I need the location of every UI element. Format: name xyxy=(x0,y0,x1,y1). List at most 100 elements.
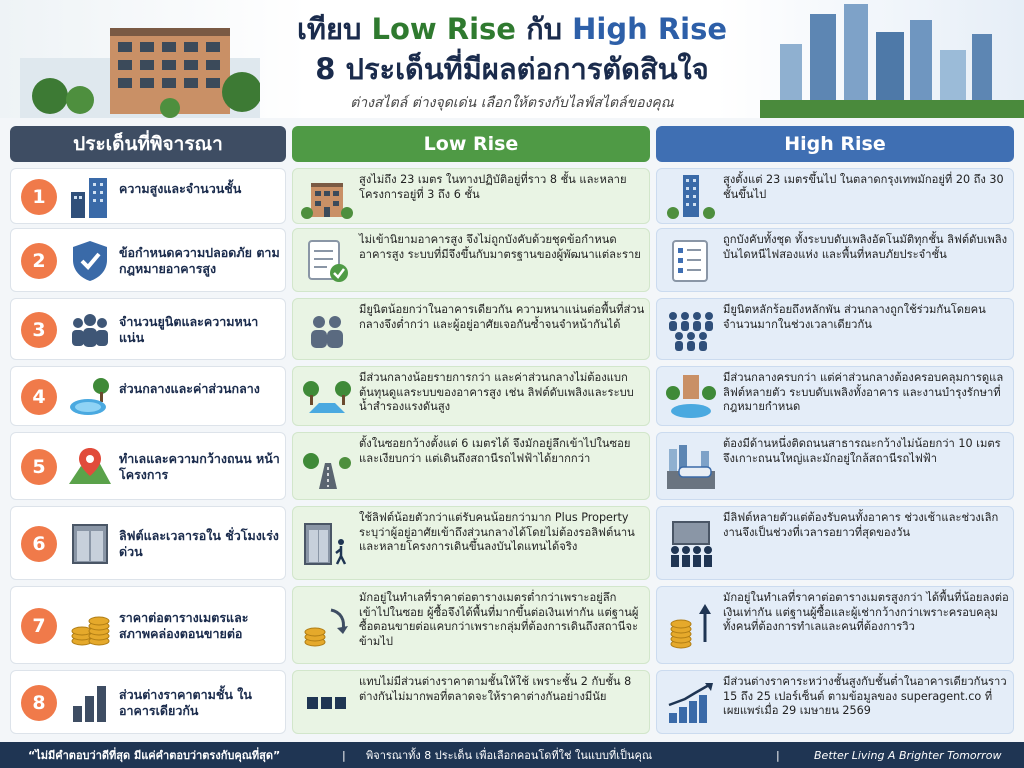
topic-number-badge: 6 xyxy=(21,526,57,562)
footer-separator: | xyxy=(776,748,780,762)
lowrise-text: มียูนิตน้อยกว่าในอาคารเดียวกัน ความหนาแน… xyxy=(359,303,645,331)
highrise-illustration-icon xyxy=(665,373,717,421)
table-row: 5 ทำเลและความกว้างถนน หน้าโครงการ ตั้งในซอ… xyxy=(10,432,1014,500)
pool-icon xyxy=(67,374,113,420)
highrise-cell: ถูกบังคับทั้งชุด ทั้งระบบดับเพลิงอัตโนมั… xyxy=(656,228,1014,292)
column-header-highrise: High Rise xyxy=(656,126,1014,162)
footer-brand: Better Living A Brighter Tomorrow xyxy=(814,748,1002,762)
topic-label: ส่วนกลางและค่าส่วนกลาง xyxy=(119,381,260,396)
table-row: 8 ส่วนต่างราคาตามชั้น ในอาคารเดียวกัน แทบไ… xyxy=(10,670,1014,734)
lowrise-cell: มีส่วนกลางน้อยรายการกว่า และค่าส่วนกลางไ… xyxy=(292,366,650,426)
lowrise-illustration-icon xyxy=(301,602,353,650)
topic-label: ราคาต่อตารางเมตรและ สภาพคล่องตอนขายต่อ xyxy=(119,610,249,641)
topic-number-badge: 2 xyxy=(21,243,57,279)
page-title: เทียบ Low Rise กับ High Rise xyxy=(296,12,728,46)
highrise-cell: มีส่วนต่างราคาระหว่างชั้นสูงกับชั้นต่ำใน… xyxy=(656,670,1014,734)
table-row: 2 ข้อกำหนดความปลอดภัย ตามกฎหมายอาคารสูง ไม… xyxy=(10,228,1014,292)
lowrise-text: ใช้ลิฟต์น้อยตัวกว่าแต่รับคนน้อยกว่ามาก P… xyxy=(359,511,635,553)
column-header-lowrise: Low Rise xyxy=(292,126,650,162)
table-row: 1 ความสูงและจำนวนชั้น สูงไม่ถึง 23 เมตร ใน… xyxy=(10,168,1014,224)
lowrise-illustration-icon xyxy=(301,173,353,221)
topic-label: ความสูงและจำนวนชั้น xyxy=(119,181,242,196)
topic-number-badge: 1 xyxy=(21,179,57,215)
highrise-cell: มียูนิตหลักร้อยถึงหลักพัน ส่วนกลางถูกใช้… xyxy=(656,298,1014,360)
people-icon xyxy=(67,307,113,353)
topic-label: ลิฟต์และเวลารอใน ชั่วโมงเร่งด่วน xyxy=(119,528,279,559)
lowrise-illustration-icon xyxy=(301,237,353,285)
buildings-icon xyxy=(67,174,113,220)
highrise-illustration-icon xyxy=(665,173,717,221)
footer-bar: “ไม่มีคำตอบว่าดีที่สุด มีแค่คำตอบว่าตรงก… xyxy=(0,742,1024,768)
topic-number-badge: 5 xyxy=(21,449,57,485)
lowrise-cell: ใช้ลิฟต์น้อยตัวกว่าแต่รับคนน้อยกว่ามาก P… xyxy=(292,506,650,580)
highrise-text: มียูนิตหลักร้อยถึงหลักพัน ส่วนกลางถูกใช้… xyxy=(723,303,986,331)
highrise-illustration-icon xyxy=(665,679,717,727)
lowrise-text: มักอยู่ในทำเลที่ราคาต่อตารางเมตรต่ำกว่าเ… xyxy=(359,591,639,648)
lowrise-text: ไม่เข้านิยามอาคารสูง จึงไม่ถูกบังคับด้วย… xyxy=(359,233,641,261)
lowrise-building-illustration xyxy=(20,28,260,118)
lowrise-illustration-icon xyxy=(301,443,353,491)
coins-icon xyxy=(67,603,113,649)
topic-cell: 7 ราคาต่อตารางเมตรและ สภาพคล่องตอนขายต่อ xyxy=(10,586,286,664)
page-tagline: ต่างสไตล์ ต่างจุดเด่น เลือกให้ตรงกับไลฟ์… xyxy=(350,95,674,111)
lowrise-text: สูงไม่ถึง 23 เมตร ในทางปฏิบัติอยู่ที่ราว… xyxy=(359,173,627,201)
highrise-illustration-icon xyxy=(665,443,717,491)
highrise-cell: ต้องมีด้านหนึ่งติดถนนสาธารณะกว้างไม่น้อย… xyxy=(656,432,1014,500)
map-pin-icon xyxy=(67,444,113,490)
highrise-text: มีส่วนต่างราคาระหว่างชั้นสูงกับชั้นต่ำใน… xyxy=(723,675,1007,717)
topic-number-badge: 3 xyxy=(21,312,57,348)
highrise-cell: มักอยู่ในทำเลที่ราคาต่อตารางเมตรสูงกว่า … xyxy=(656,586,1014,664)
topic-cell: 5 ทำเลและความกว้างถนน หน้าโครงการ xyxy=(10,432,286,500)
highrise-cell: มีส่วนกลางครบกว่า แต่ค่าส่วนกลางต้องครอบ… xyxy=(656,366,1014,426)
highrise-text: ถูกบังคับทั้งชุด ทั้งระบบดับเพลิงอัตโนมั… xyxy=(723,233,1008,261)
topic-label: จำนวนยูนิตและความหนาแน่น xyxy=(119,314,259,345)
page-subtitle: 8 ประเด็นที่มีผลต่อการตัดสินใจ xyxy=(315,52,709,86)
lowrise-illustration-icon xyxy=(301,373,353,421)
topic-cell: 8 ส่วนต่างราคาตามชั้น ในอาคารเดียวกัน xyxy=(10,670,286,734)
highrise-text: มักอยู่ในทำเลที่ราคาต่อตารางเมตรสูงกว่า … xyxy=(723,591,1009,633)
shield-check-icon xyxy=(67,238,113,284)
column-header-topic: ประเด็นที่พิจารณา xyxy=(10,126,286,162)
table-row: 3 จำนวนยูนิตและความหนาแน่น มียูนิตน้อยกว่า… xyxy=(10,298,1014,360)
highrise-text: มีส่วนกลางครบกว่า แต่ค่าส่วนกลางต้องครอบ… xyxy=(723,371,1004,413)
topic-label: ทำเลและความกว้างถนน หน้าโครงการ xyxy=(119,451,280,482)
lowrise-cell: มักอยู่ในทำเลที่ราคาต่อตารางเมตรต่ำกว่าเ… xyxy=(292,586,650,664)
topic-cell: 4 ส่วนกลางและค่าส่วนกลาง xyxy=(10,366,286,426)
lowrise-cell: แทบไม่มีส่วนต่างราคาตามชั้นให้ใช้ เพราะช… xyxy=(292,670,650,734)
lowrise-text: มีส่วนกลางน้อยรายการกว่า และค่าส่วนกลางไ… xyxy=(359,371,634,413)
footer-separator: | xyxy=(342,748,346,762)
footer-quote: “ไม่มีคำตอบว่าดีที่สุด มีแค่คำตอบว่าตรงก… xyxy=(28,749,281,762)
topic-number-badge: 4 xyxy=(21,379,57,415)
bar-chart-icon xyxy=(67,680,113,726)
highrise-illustration-icon xyxy=(665,602,717,650)
lowrise-text: ตั้งในซอยกว้างตั้งแต่ 6 เมตรได้ จึงมักอย… xyxy=(359,437,631,465)
lowrise-illustration-icon xyxy=(301,679,353,727)
topic-label: ข้อกำหนดความปลอดภัย ตามกฎหมายอาคารสูง xyxy=(119,245,280,276)
topic-cell: 3 จำนวนยูนิตและความหนาแน่น xyxy=(10,298,286,360)
elevator-icon xyxy=(67,521,113,567)
topic-number-badge: 8 xyxy=(21,685,57,721)
highrise-text: มีลิฟต์หลายตัวแต่ต้องรับคนทั้งอาคาร ช่วง… xyxy=(723,511,999,539)
lowrise-cell: สูงไม่ถึง 23 เมตร ในทางปฏิบัติอยู่ที่ราว… xyxy=(292,168,650,224)
lowrise-cell: มียูนิตน้อยกว่าในอาคารเดียวกัน ความหนาแน… xyxy=(292,298,650,360)
lowrise-illustration-icon xyxy=(301,520,353,568)
table-row: 4 ส่วนกลางและค่าส่วนกลาง มีส่วนกลางน้อยราย… xyxy=(10,366,1014,426)
topic-label: ส่วนต่างราคาตามชั้น ในอาคารเดียวกัน xyxy=(119,687,252,718)
lowrise-cell: ตั้งในซอยกว้างตั้งแต่ 6 เมตรได้ จึงมักอย… xyxy=(292,432,650,500)
lowrise-illustration-icon xyxy=(301,306,353,354)
highrise-text: สูงตั้งแต่ 23 เมตรขึ้นไป ในตลาดกรุงเทพมั… xyxy=(723,173,1004,201)
footer-middle-text: พิจารณาทั้ง 8 ประเด็น เพื่อเลือกคอนโดที่… xyxy=(366,749,653,762)
topic-cell: 1 ความสูงและจำนวนชั้น xyxy=(10,168,286,224)
highrise-skyline-illustration xyxy=(760,4,1024,118)
topic-cell: 2 ข้อกำหนดความปลอดภัย ตามกฎหมายอาคารสูง xyxy=(10,228,286,292)
highrise-illustration-icon xyxy=(665,520,717,568)
highrise-text: ต้องมีด้านหนึ่งติดถนนสาธารณะกว้างไม่น้อย… xyxy=(723,437,1001,465)
table-row: 7 ราคาต่อตารางเมตรและ สภาพคล่องตอนขายต่อ ม… xyxy=(10,586,1014,664)
highrise-illustration-icon xyxy=(665,237,717,285)
highrise-illustration-icon xyxy=(665,306,717,354)
lowrise-text: แทบไม่มีส่วนต่างราคาตามชั้นให้ใช้ เพราะช… xyxy=(359,675,632,703)
lowrise-cell: ไม่เข้านิยามอาคารสูง จึงไม่ถูกบังคับด้วย… xyxy=(292,228,650,292)
topic-cell: 6 ลิฟต์และเวลารอใน ชั่วโมงเร่งด่วน xyxy=(10,506,286,580)
highrise-cell: มีลิฟต์หลายตัวแต่ต้องรับคนทั้งอาคาร ช่วง… xyxy=(656,506,1014,580)
highrise-cell: สูงตั้งแต่ 23 เมตรขึ้นไป ในตลาดกรุงเทพมั… xyxy=(656,168,1014,224)
